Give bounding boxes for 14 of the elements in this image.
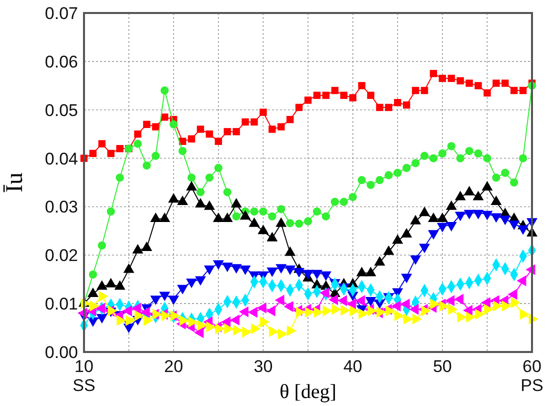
y-tick-label: 0.05 <box>44 100 78 120</box>
y-tick-label: 0.01 <box>44 294 78 314</box>
x-tick-label: 40 <box>343 357 362 376</box>
y-tick-label: 0.02 <box>44 246 78 266</box>
y-axis-title: Īu <box>2 172 28 192</box>
x-axis-title: θ [deg] <box>280 381 336 403</box>
x-tick-label: 20 <box>164 357 184 376</box>
x-tick-label: 60 PS <box>520 357 544 395</box>
x-tick-label: 30 <box>254 357 273 376</box>
y-tick-label: 0.07 <box>44 4 78 23</box>
y-tick-label: 0.03 <box>44 198 78 217</box>
y-tick-label: 0.06 <box>44 52 78 72</box>
y-tick-label: 0.04 <box>44 149 78 168</box>
x-tick-label: 50 <box>432 357 452 376</box>
